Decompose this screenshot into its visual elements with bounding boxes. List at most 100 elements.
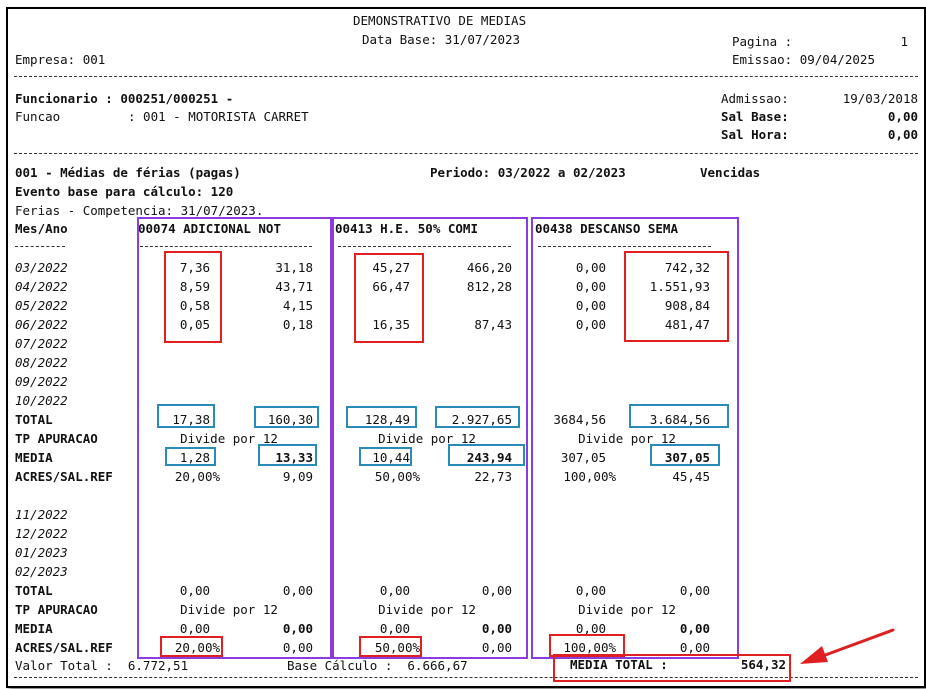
month-label: 02/2023 (15, 564, 68, 579)
divider (14, 153, 918, 154)
empresa: Empresa: 001 (15, 52, 106, 67)
tp-apuracao-label: TP APURACAO (15, 602, 98, 617)
highlight-column-00074 (137, 217, 332, 659)
cell: 4,15 (282, 298, 313, 313)
divide-por-12: Divide por 12 (180, 431, 278, 446)
funcionario: Funcionario : 000251/000251 - (15, 91, 234, 106)
total-cell: 0,00 (282, 583, 313, 598)
sal-hora-value: 0,00 (887, 127, 918, 142)
media-cell: 0,00 (179, 621, 210, 636)
media-cell: 1,28 (179, 450, 210, 465)
media-cell: 0,00 (379, 621, 410, 636)
cell: 0,05 (179, 317, 210, 332)
header-underline (538, 246, 711, 247)
admissao-label: Admissao: (721, 91, 789, 106)
month-label: 10/2022 (15, 393, 68, 408)
total-cell: 0,00 (679, 583, 710, 598)
media-total-label: MEDIA TOTAL : (570, 657, 668, 672)
valor-total: Valor Total : 6.772,51 (15, 658, 189, 673)
media-cell: 0,00 (282, 621, 313, 636)
cell: 742,32 (664, 260, 710, 275)
media-cell: 243,94 (466, 450, 512, 465)
cell: 43,71 (275, 279, 313, 294)
divide-por-12: Divide por 12 (378, 602, 476, 617)
highlight-values-00074 (164, 251, 222, 343)
highlight-total-00074-val (254, 406, 319, 428)
month-label: 07/2022 (15, 336, 68, 351)
media-cell: 0,00 (679, 621, 710, 636)
mes-ano-header: Mes/Ano (15, 221, 68, 236)
month-label: 03/2022 (15, 260, 68, 275)
competencia: Ferias - Competencia: 31/07/2023. (15, 203, 264, 218)
total-cell: 0,00 (379, 583, 410, 598)
media-total-value: 564,32 (740, 657, 786, 672)
total-cell: 128,49 (364, 412, 410, 427)
acres-label: ACRES/SAL.REF (15, 469, 113, 484)
cell: 31,18 (275, 260, 313, 275)
highlight-media-00074-val (258, 444, 317, 466)
media-cell: 13,33 (275, 450, 313, 465)
total-cell: 3.684,56 (649, 412, 710, 427)
acres-cell: 20,00% (174, 640, 220, 655)
highlight-column-00413 (332, 217, 528, 659)
total-cell: 0,00 (179, 583, 210, 598)
acres-cell: 0,00 (481, 640, 512, 655)
acres-cell: 45,45 (672, 469, 710, 484)
highlight-media-00074-ref (165, 447, 216, 466)
cell: 0,00 (575, 298, 606, 313)
cell: 66,47 (372, 279, 410, 294)
media-label: MEDIA (15, 450, 53, 465)
column-header-00074: 00074 ADICIONAL NOT (138, 221, 281, 236)
header-underline (338, 246, 511, 247)
month-label: 04/2022 (15, 279, 68, 294)
total-label: TOTAL (15, 583, 53, 598)
report-title: DEMONSTRATIVO DE MEDIAS (353, 13, 527, 28)
cell: 87,43 (474, 317, 512, 332)
evento-base: Evento base para cálculo: 120 (15, 184, 234, 199)
highlight-media-00413-val (448, 444, 525, 466)
month-label: 08/2022 (15, 355, 68, 370)
cell: 45,27 (372, 260, 410, 275)
highlight-values-00438 (624, 251, 729, 342)
highlight-media-00413-ref (359, 447, 412, 466)
cell: 1.551,93 (649, 279, 710, 294)
header-underline (15, 246, 65, 247)
cell: 7,36 (179, 260, 210, 275)
month-label: 11/2022 (15, 507, 68, 522)
highlight-total-00074-ref (157, 404, 215, 428)
cell: 908,84 (664, 298, 710, 313)
total-cell: 17,38 (172, 412, 210, 427)
cell: 0,00 (575, 279, 606, 294)
red-arrow-icon (800, 628, 895, 664)
acres-cell: 22,73 (474, 469, 512, 484)
cell: 0,58 (179, 298, 210, 313)
periodo: Periodo: 03/2022 a 02/2023 (430, 165, 626, 180)
sal-hora-label: Sal Hora: (721, 127, 789, 142)
acres-cell: 0,00 (679, 640, 710, 655)
divide-por-12: Divide por 12 (578, 602, 676, 617)
cell: 812,28 (466, 279, 512, 294)
month-label: 12/2022 (15, 526, 68, 541)
highlight-media-total (553, 654, 791, 682)
acres-cell: 100,00% (563, 640, 616, 655)
divide-por-12: Divide por 12 (578, 431, 676, 446)
total-cell: 2.927,65 (451, 412, 512, 427)
media-cell: 0,00 (575, 621, 606, 636)
pagina-label: Pagina : (732, 34, 793, 49)
highlight-total-00413-ref (346, 406, 417, 428)
acres-cell: 50,00% (374, 469, 420, 484)
column-header-00438: 00438 DESCANSO SEMA (535, 221, 678, 236)
cell: 16,35 (372, 317, 410, 332)
highlight-total-00413-val (435, 406, 520, 428)
sal-base-value: 0,00 (887, 109, 918, 124)
media-cell: 307,05 (560, 450, 606, 465)
highlight-values-00413 (354, 253, 424, 343)
column-header-00413: 00413 H.E. 50% COMI (335, 221, 478, 236)
media-cell: 10,44 (372, 450, 410, 465)
month-label: 05/2022 (15, 298, 68, 313)
highlight-total-00438-val (629, 404, 729, 428)
divide-por-12: Divide por 12 (378, 431, 476, 446)
total-cell: 160,30 (267, 412, 313, 427)
acres-cell: 0,00 (282, 640, 313, 655)
cell: 481,47 (664, 317, 710, 332)
